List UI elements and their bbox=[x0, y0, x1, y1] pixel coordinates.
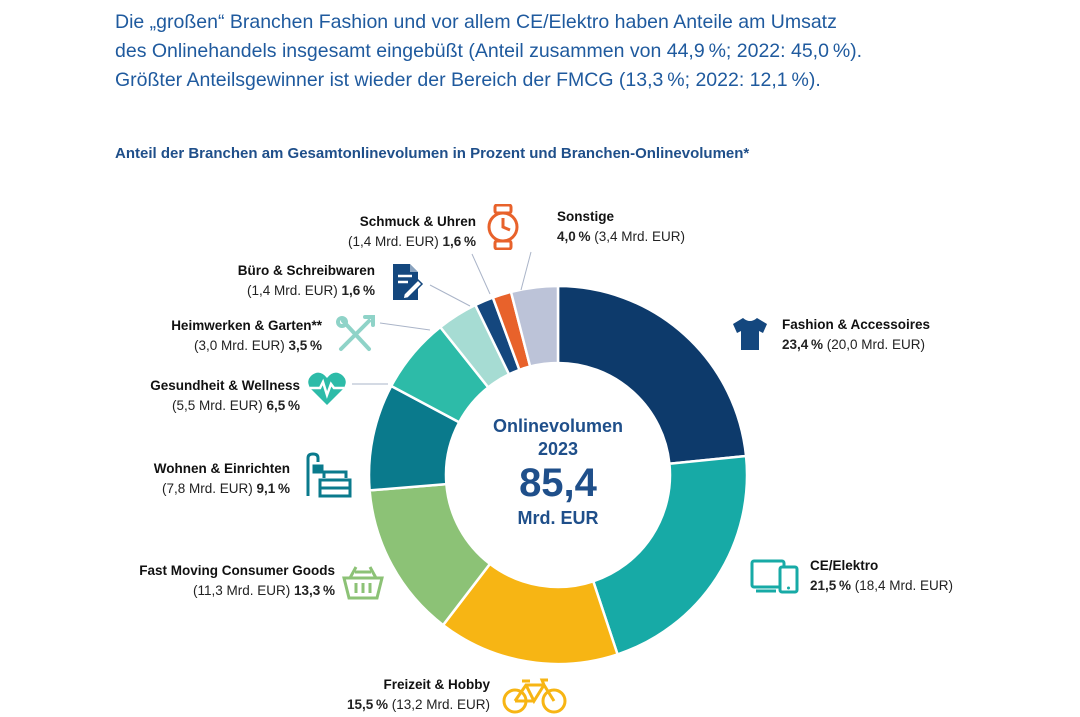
center-unit: Mrd. EUR bbox=[517, 508, 599, 528]
document-pen-icon bbox=[393, 264, 424, 300]
center-value: 85,4 bbox=[519, 461, 597, 505]
center-year: 2023 bbox=[537, 439, 579, 459]
leader-line-buero bbox=[429, 284, 471, 307]
label-freizeit-name: Freizeit & Hobby bbox=[383, 677, 490, 692]
leader-line-sonstige bbox=[520, 251, 532, 291]
label-fashion-name: Fashion & Accessoires bbox=[782, 317, 931, 332]
label-buero-vol: (1,4 Mrd. EUR) bbox=[246, 283, 338, 298]
headline-line-1: Die „großen“ Branchen Fashion und vor al… bbox=[115, 11, 837, 33]
devices-icon bbox=[750, 559, 799, 594]
label-gesundheit-pct: 6,5 % bbox=[266, 398, 300, 413]
leader-line-schmuck bbox=[471, 253, 491, 295]
label-schmuck: Schmuck & Uhren (1,4 Mrd. EUR) 1,6 % bbox=[280, 212, 476, 252]
headline-line-3: Größter Anteilsgewinner ist wieder der B… bbox=[115, 69, 821, 91]
label-sonstige-vol: (3,4 Mrd. EUR) bbox=[594, 229, 686, 244]
label-ce-vol: (18,4 Mrd. EUR) bbox=[854, 578, 954, 593]
label-schmuck-vol: (1,4 Mrd. EUR) bbox=[347, 234, 439, 249]
basket-icon bbox=[342, 566, 384, 600]
label-sonstige-pct: 4,0 % bbox=[557, 229, 591, 244]
donut-segment-0 bbox=[556, 284, 748, 466]
label-gesundheit: Gesundheit & Wellness (5,5 Mrd. EUR) 6,5… bbox=[100, 376, 300, 416]
label-fashion-pct: 23,4 % bbox=[782, 337, 823, 352]
label-wohnen-pct: 9,1 % bbox=[256, 481, 290, 496]
donut-segment-9 bbox=[509, 284, 560, 369]
chart-title: Anteil der Branchen am Gesamtonlinevolum… bbox=[115, 145, 750, 162]
label-wohnen-name: Wohnen & Einrichten bbox=[153, 461, 290, 476]
label-heimwerken-vol: (3,0 Mrd. EUR) bbox=[193, 338, 285, 353]
label-fmcg: Fast Moving Consumer Goods (11,3 Mrd. EU… bbox=[80, 561, 335, 601]
label-ce-name: CE/Elektro bbox=[810, 558, 879, 573]
leader-line-heimwerken bbox=[379, 322, 431, 331]
label-wohnen: Wohnen & Einrichten (7,8 Mrd. EUR) 9,1 % bbox=[90, 459, 290, 499]
center-title: Onlinevolumen bbox=[492, 416, 624, 436]
t-shirt-icon bbox=[733, 318, 767, 350]
label-freizeit-pct: 15,5 % bbox=[346, 697, 388, 712]
label-buero-pct: 1,6 % bbox=[341, 283, 375, 298]
label-schmuck-pct: 1,6 % bbox=[442, 234, 476, 249]
label-ce-elektro: CE/Elektro 21,5 % (18,4 Mrd. EUR) bbox=[810, 556, 953, 596]
headline-line-2: des Onlinehandels insgesamt eingebüßt (A… bbox=[115, 40, 863, 62]
label-fashion: Fashion & Accessoires 23,4 % (20,0 Mrd. … bbox=[782, 315, 930, 355]
bicycle-icon bbox=[502, 678, 567, 714]
label-buero-name: Büro & Schreibwaren bbox=[237, 263, 375, 278]
label-freizeit-vol: (13,2 Mrd. EUR) bbox=[391, 697, 490, 712]
label-freizeit: Freizeit & Hobby 15,5 % (13,2 Mrd. EUR) bbox=[300, 675, 490, 715]
label-heimwerken-pct: 3,5 % bbox=[288, 338, 322, 353]
label-ce-pct: 21,5 % bbox=[810, 578, 851, 593]
sofa-icon bbox=[306, 452, 352, 498]
tools-icon bbox=[336, 315, 375, 351]
label-buero: Büro & Schreibwaren (1,4 Mrd. EUR) 1,6 % bbox=[170, 261, 375, 301]
donut-segment-1 bbox=[591, 454, 749, 656]
heart-pulse-icon bbox=[308, 372, 346, 405]
label-gesundheit-name: Gesundheit & Wellness bbox=[150, 378, 300, 393]
label-schmuck-name: Schmuck & Uhren bbox=[359, 214, 476, 229]
label-heimwerken-name: Heimwerken & Garten** bbox=[171, 318, 322, 333]
label-wohnen-vol: (7,8 Mrd. EUR) bbox=[161, 481, 253, 496]
label-fmcg-pct: 13,3 % bbox=[294, 583, 335, 598]
label-heimwerken: Heimwerken & Garten** (3,0 Mrd. EUR) 3,5… bbox=[100, 316, 322, 356]
label-fashion-vol: (20,0 Mrd. EUR) bbox=[826, 337, 926, 352]
label-gesundheit-vol: (5,5 Mrd. EUR) bbox=[171, 398, 263, 413]
headline: Die „großen“ Branchen Fashion und vor al… bbox=[115, 8, 1055, 95]
watch-icon bbox=[487, 204, 519, 250]
label-fmcg-vol: (11,3 Mrd. EUR) bbox=[192, 583, 291, 598]
label-fmcg-name: Fast Moving Consumer Goods bbox=[139, 563, 335, 578]
label-sonstige-name: Sonstige bbox=[557, 209, 615, 224]
donut-center: Onlinevolumen 2023 85,4 Mrd. EUR bbox=[458, 414, 658, 530]
label-sonstige: Sonstige 4,0 % (3,4 Mrd. EUR) bbox=[557, 207, 685, 247]
